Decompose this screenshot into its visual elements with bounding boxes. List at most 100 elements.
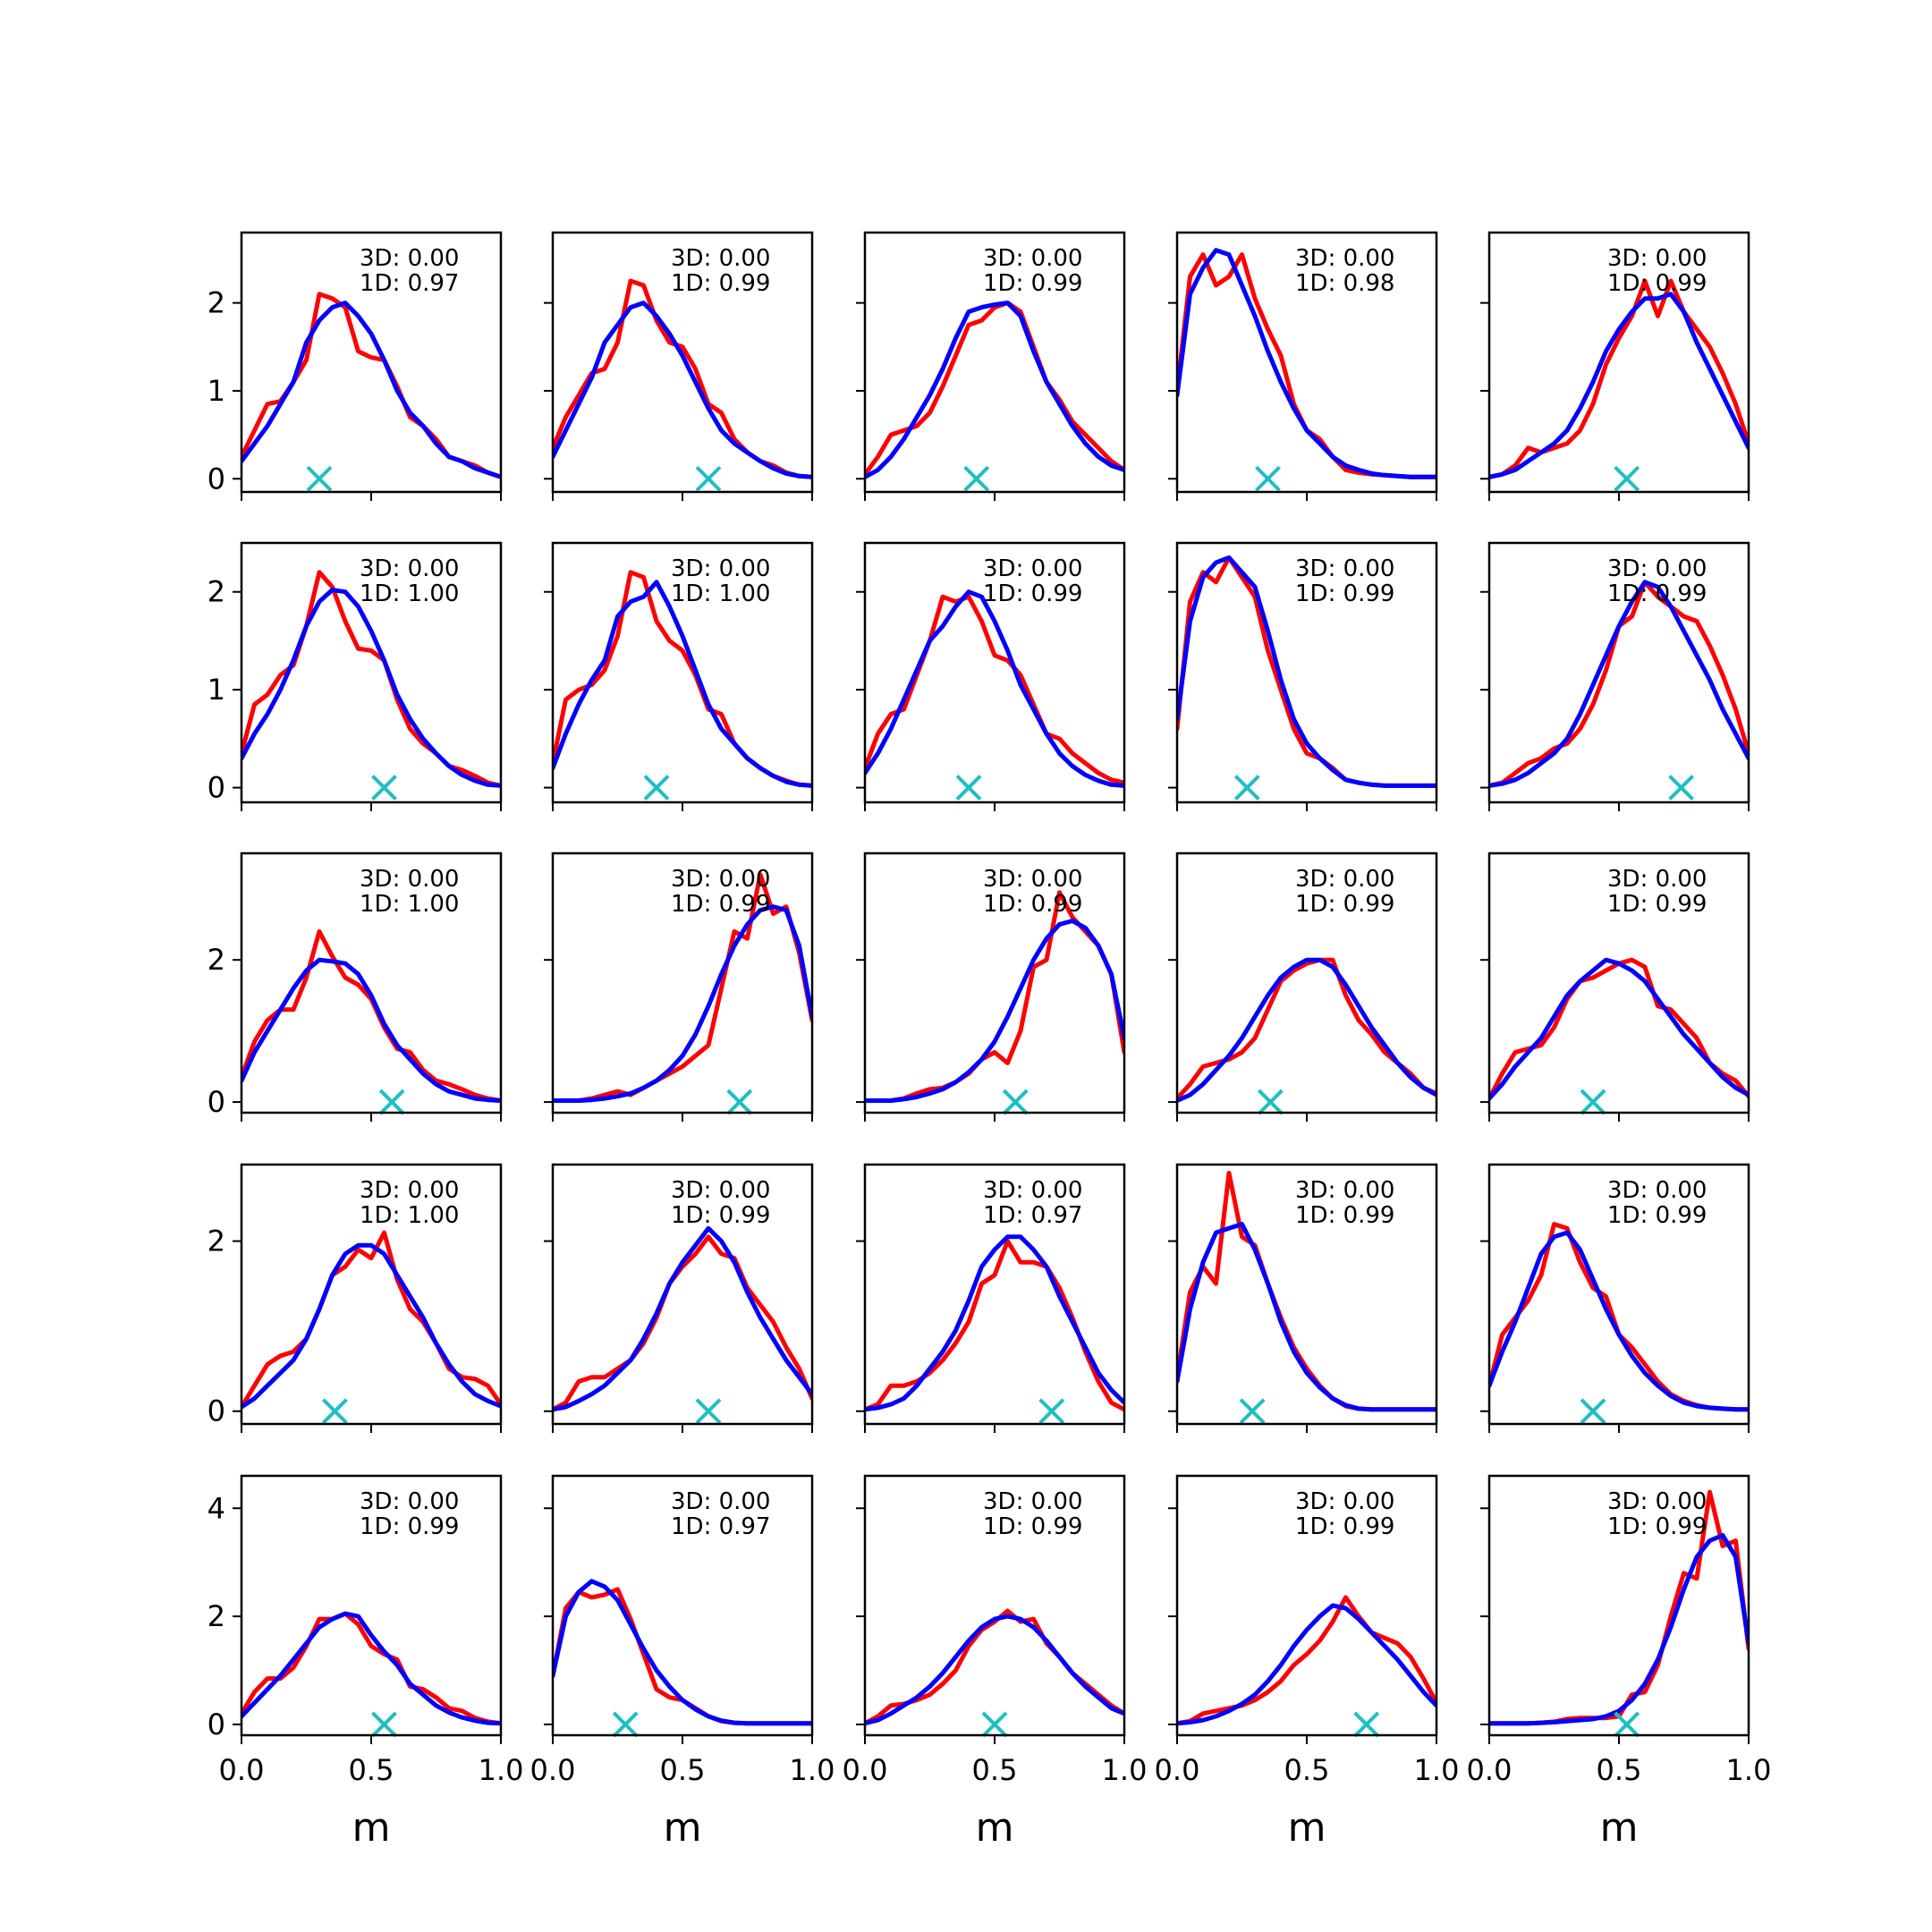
x-tick-label: 0.5 bbox=[349, 1753, 394, 1787]
x-axis-label: m bbox=[976, 1805, 1014, 1851]
annotation-line: 1D: 1.00 bbox=[671, 580, 770, 607]
x-tick-label: 0.0 bbox=[843, 1753, 888, 1787]
annotation-line: 1D: 0.99 bbox=[1295, 891, 1394, 918]
marker-stroke bbox=[1257, 1089, 1284, 1115]
annotation-line: 1D: 0.98 bbox=[1295, 270, 1394, 297]
series-line-blue bbox=[1177, 1603, 1436, 1726]
y-tick-label: 2 bbox=[208, 1224, 225, 1258]
annotation-line: 1D: 0.99 bbox=[983, 580, 1082, 607]
y-tick-label: 2 bbox=[208, 286, 225, 320]
marker-x bbox=[1257, 1089, 1284, 1115]
marker-stroke bbox=[1002, 1089, 1029, 1115]
series-line-blue bbox=[865, 919, 1124, 1103]
marker-x bbox=[695, 1398, 722, 1425]
y-tick-label: 2 bbox=[208, 1599, 225, 1633]
marker-stroke bbox=[1233, 775, 1260, 801]
marker-x bbox=[378, 1089, 405, 1115]
annotation-line: 3D: 0.00 bbox=[671, 1488, 770, 1515]
series-line-blue bbox=[242, 301, 501, 479]
series-line-blue bbox=[1489, 957, 1749, 1101]
y-tick-label: 1 bbox=[208, 374, 225, 408]
series-line-red bbox=[1489, 1222, 1749, 1412]
annotation-line: 3D: 0.00 bbox=[360, 245, 459, 272]
annotation-line: 3D: 0.00 bbox=[1607, 1488, 1707, 1515]
marker-x bbox=[371, 1711, 397, 1738]
annotation-line: 3D: 0.00 bbox=[1607, 555, 1707, 582]
annotation-line: 3D: 0.00 bbox=[671, 555, 770, 582]
y-tick-label: 0 bbox=[208, 462, 225, 496]
marker-stroke bbox=[1614, 1711, 1640, 1738]
series-line-blue bbox=[553, 904, 812, 1103]
annotation-line: 3D: 0.00 bbox=[1295, 1177, 1394, 1204]
annotation-line: 1D: 0.99 bbox=[983, 270, 1082, 297]
series-line-red bbox=[242, 928, 501, 1103]
x-tick-label: 1.0 bbox=[790, 1753, 835, 1787]
marker-x bbox=[306, 465, 333, 492]
marker-x bbox=[612, 1711, 639, 1738]
series-line-red bbox=[553, 1587, 812, 1726]
marker-x bbox=[1614, 465, 1640, 492]
series-group bbox=[242, 928, 501, 1103]
annotation-line: 1D: 0.97 bbox=[983, 1202, 1082, 1229]
series-group bbox=[865, 1234, 1124, 1412]
annotation-line: 1D: 0.99 bbox=[983, 891, 1082, 918]
annotation-line: 1D: 0.99 bbox=[671, 1202, 770, 1229]
series-line-blue bbox=[553, 1225, 812, 1412]
x-tick-label: 0.0 bbox=[1467, 1753, 1513, 1787]
marker-x bbox=[1580, 1398, 1606, 1425]
x-tick-label: 0.0 bbox=[530, 1753, 576, 1787]
series-line-red bbox=[242, 292, 501, 479]
marker-x bbox=[1038, 1398, 1065, 1425]
series-group bbox=[1489, 957, 1749, 1101]
annotation-line: 3D: 0.00 bbox=[983, 1177, 1082, 1204]
y-tick-label: 2 bbox=[208, 943, 225, 977]
annotation-line: 1D: 0.99 bbox=[1607, 1202, 1707, 1229]
marker-x bbox=[963, 465, 990, 492]
marker-x bbox=[1255, 465, 1281, 492]
x-tick-label: 1.0 bbox=[1414, 1753, 1460, 1787]
annotation-line: 1D: 0.99 bbox=[360, 1513, 459, 1540]
marker-stroke bbox=[378, 1089, 405, 1115]
marker-stroke bbox=[726, 1089, 753, 1115]
annotation-line: 1D: 0.99 bbox=[1607, 891, 1707, 918]
marker-x bbox=[1668, 775, 1695, 801]
x-axis-label: m bbox=[1600, 1805, 1639, 1851]
series-group bbox=[242, 292, 501, 479]
x-tick-label: 0.0 bbox=[1155, 1753, 1200, 1787]
series-line-blue bbox=[1177, 248, 1436, 479]
series-group bbox=[1489, 278, 1749, 479]
x-tick-label: 1.0 bbox=[1726, 1753, 1772, 1787]
series-group bbox=[242, 570, 501, 788]
annotation-line: 3D: 0.00 bbox=[360, 555, 459, 582]
marker-x bbox=[1233, 775, 1260, 801]
series-line-red bbox=[865, 594, 1124, 785]
annotation-line: 1D: 1.00 bbox=[360, 1202, 459, 1229]
x-axis-label: m bbox=[352, 1805, 391, 1851]
y-tick-label: 0 bbox=[208, 1707, 225, 1741]
y-tick-label: 0 bbox=[208, 1394, 225, 1428]
series-group bbox=[1489, 580, 1749, 788]
series-group bbox=[553, 872, 812, 1103]
annotation-line: 1D: 0.99 bbox=[983, 1513, 1082, 1540]
annotation-line: 3D: 0.00 bbox=[983, 245, 1082, 272]
annotation-line: 1D: 0.99 bbox=[1607, 1513, 1707, 1540]
series-line-red bbox=[1489, 278, 1749, 479]
series-line-blue bbox=[553, 1579, 812, 1726]
series-group bbox=[553, 1225, 812, 1412]
